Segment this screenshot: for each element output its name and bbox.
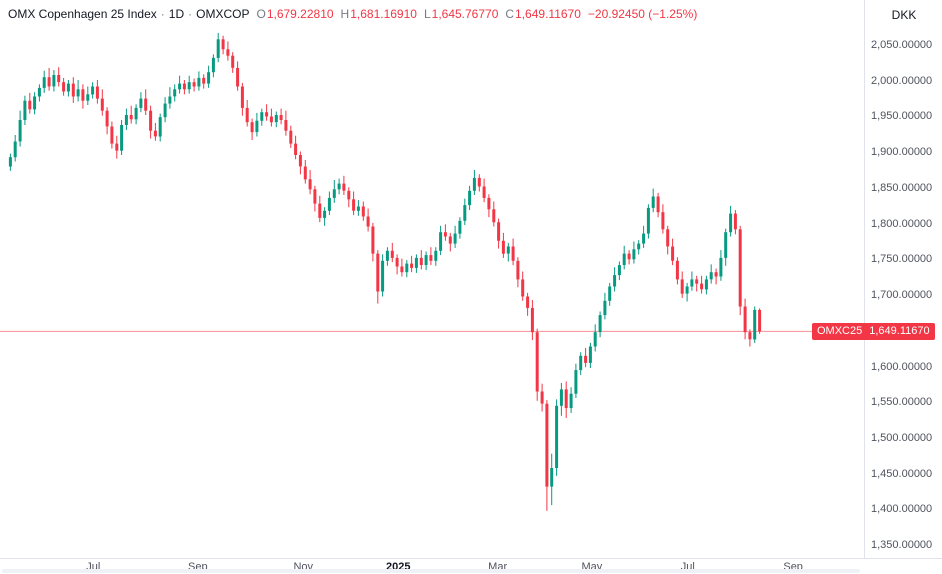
price-tick-label: 1,500.00000 <box>871 431 933 444</box>
separator-dot: · <box>188 7 193 21</box>
high-value: 1,681.16910 <box>350 7 417 21</box>
price-tick-label: 2,050.00000 <box>871 39 933 51</box>
price-tick-label: 1,400.00000 <box>871 503 933 516</box>
price-axis[interactable]: DKK 2,050.00000 2,000.00000 1,950.00000 1,9… <box>864 0 942 574</box>
timeframe-label[interactable]: 1D <box>168 7 185 21</box>
price-tick-label: 2,000.00000 <box>871 74 933 87</box>
price-tick-label: 1,550.00000 <box>871 396 933 409</box>
chart-plot-area[interactable] <box>0 0 864 558</box>
price-tick-label: 1,750.00000 <box>871 253 933 266</box>
low-letter: L <box>423 7 431 21</box>
open-letter: O <box>256 7 266 21</box>
price-tick-label: 1,900.00000 <box>871 146 933 159</box>
open-value: 1,679.22810 <box>266 7 334 21</box>
price-tick-label: 1,850.00000 <box>871 181 933 194</box>
symbol-code[interactable]: OMXCOP <box>196 7 250 21</box>
last-price-value: 1,649.11670 <box>869 325 930 338</box>
price-tick-label: 1,350.00000 <box>871 539 933 552</box>
currency-label[interactable]: DKK <box>891 8 917 22</box>
price-tick-label: 1,950.00000 <box>871 110 933 123</box>
high-letter: H <box>340 7 350 21</box>
last-price-symbol: OMXC25 <box>817 325 863 338</box>
price-tick-label: 1,450.00000 <box>871 467 933 480</box>
last-price-label: OMXC25 1,649.11670 <box>812 322 935 340</box>
symbol-title[interactable]: OMX Copenhagen 25 Index <box>8 7 157 21</box>
price-tick-label: 1,700.00000 <box>871 289 933 302</box>
chart-legend: OMX Copenhagen 25 Index · 1D · OMXCOP O1,679.… <box>8 7 697 21</box>
change-value: −20.92450 (−1.25%) <box>587 7 698 21</box>
candlestick-series[interactable] <box>0 0 864 558</box>
close-letter: C <box>505 7 515 21</box>
price-tick-label: 1,800.00000 <box>871 217 933 230</box>
separator-dot: · <box>160 7 165 21</box>
close-value: 1,649.11670 <box>515 7 581 21</box>
bottom-toolbar-strip <box>2 569 860 573</box>
low-value: 1,645.76770 <box>431 7 499 21</box>
price-tick-label: 1,600.00000 <box>871 360 933 373</box>
